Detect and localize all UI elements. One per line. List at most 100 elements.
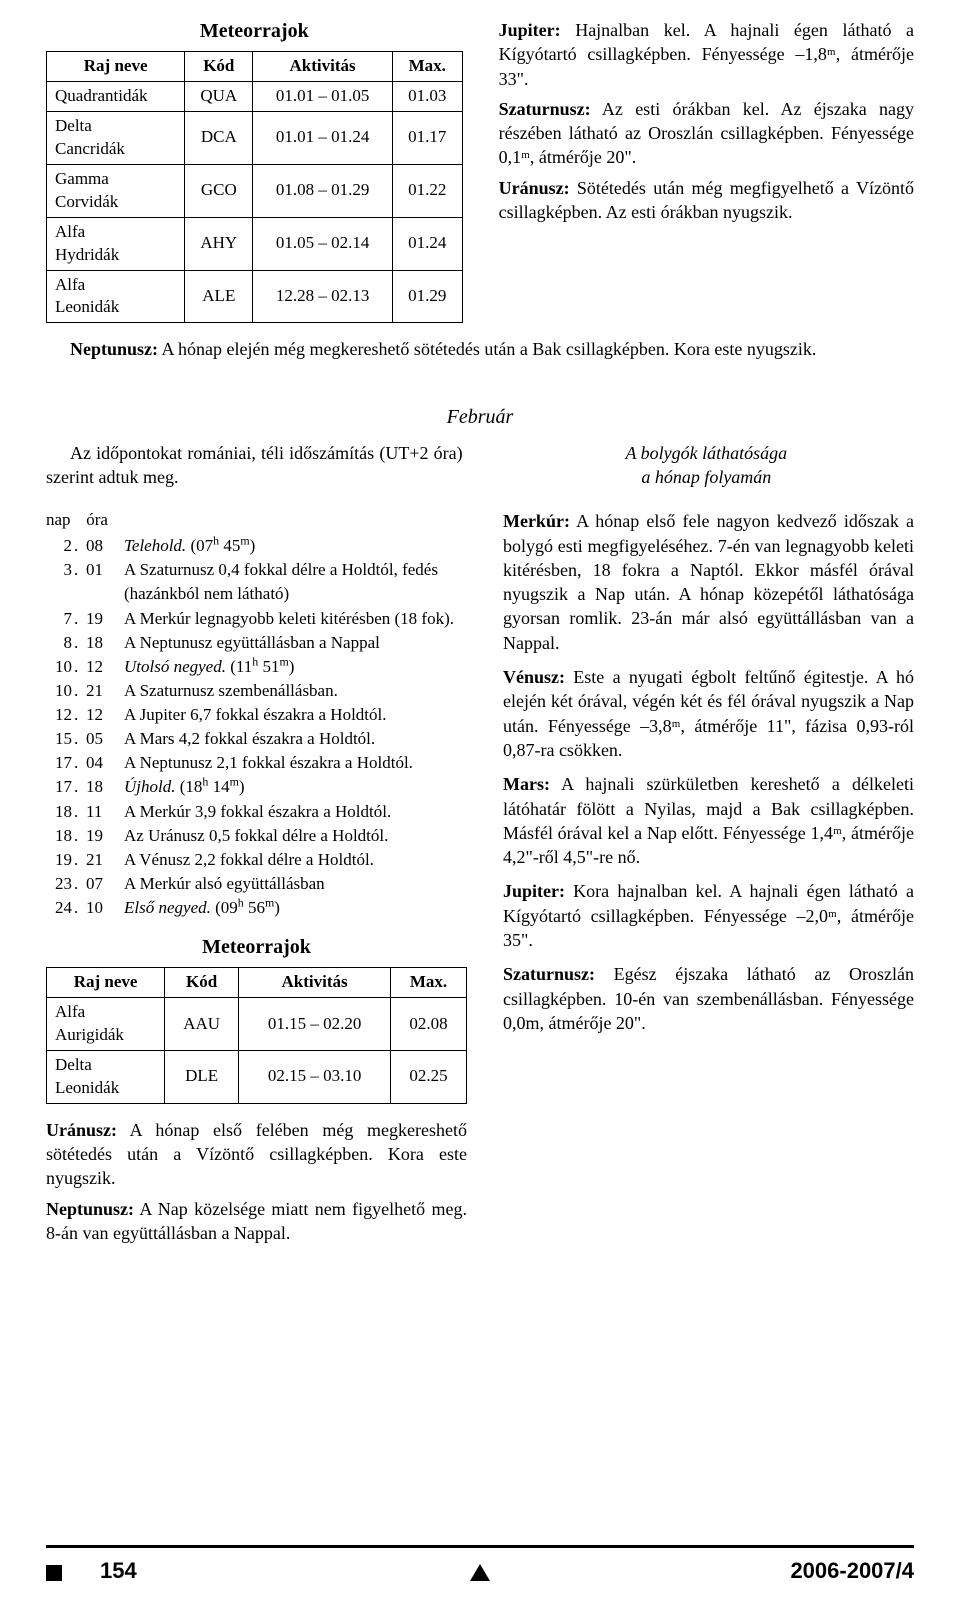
event-dot: .	[74, 558, 86, 582]
uranus-bot-label: Uránusz:	[46, 1120, 117, 1140]
cell-name: AlfaAurigidák	[47, 998, 165, 1051]
event-text: A Merkúr 3,9 fokkal északra a Holdtól.	[124, 800, 467, 824]
planets-top-column: Jupiter: Hajnalban kel. A hajnali égen l…	[499, 18, 914, 323]
cell-name: DeltaCancridák	[47, 111, 185, 164]
event-row: 10.21A Szaturnusz szembenállásban.	[46, 679, 467, 703]
jupiter-paragraph: Jupiter: Hajnalban kel. A hajnali égen l…	[499, 18, 914, 91]
col-aktivitas: Aktivitás	[239, 968, 391, 998]
mars-label: Mars:	[503, 774, 550, 794]
meteor-table-1: Raj neve Kód Aktivitás Max. Quadrantidák…	[46, 51, 463, 323]
event-day: 15	[46, 727, 74, 751]
feb-intro-right: A bolygók láthatósága a hónap folyamán	[499, 441, 914, 490]
event-row: 12.12A Jupiter 6,7 fokkal északra a Hold…	[46, 703, 467, 727]
cell-activity: 01.05 – 02.14	[253, 217, 393, 270]
table-header-row: Raj neve Kód Aktivitás Max.	[47, 52, 463, 82]
event-text: A Merkúr alsó együttállásban	[124, 872, 467, 896]
event-day: 18	[46, 824, 74, 848]
event-row: 17.04A Neptunusz 2,1 fokkal északra a Ho…	[46, 751, 467, 775]
event-row: 10.12Utolsó negyed. (11h 51m)	[46, 655, 467, 679]
table-row: AlfaAurigidák AAU 01.15 – 02.20 02.08	[47, 998, 467, 1051]
saturn-right-label: Szaturnusz:	[503, 964, 595, 984]
event-text: A Szaturnusz szembenállásban.	[124, 679, 467, 703]
table-header-row: Raj neve Kód Aktivitás Max.	[47, 968, 467, 998]
event-dot: .	[74, 751, 86, 775]
event-row: 17.18Újhold. (18h 14m)	[46, 775, 467, 799]
event-hour: 18	[86, 775, 124, 799]
event-hour: 10	[86, 896, 124, 920]
venus-label: Vénusz:	[503, 667, 565, 687]
col-rajneve: Raj neve	[47, 968, 165, 998]
event-dot: .	[74, 631, 86, 655]
event-row: 15.05A Mars 4,2 fokkal északra a Holdtól…	[46, 727, 467, 751]
page-number: 154	[100, 1558, 137, 1583]
event-dot: .	[74, 534, 86, 558]
triangle-icon	[470, 1564, 490, 1581]
mars-text: A hajnali szürkületben kereshető a délke…	[503, 774, 914, 867]
neptune-top-paragraph: Neptunusz: A hónap elején még megkereshe…	[46, 337, 914, 361]
event-day: 10	[46, 655, 74, 679]
event-dot: .	[74, 848, 86, 872]
saturn-label: Szaturnusz:	[499, 99, 591, 119]
event-day: 7	[46, 607, 74, 631]
cell-code: DLE	[165, 1051, 239, 1104]
event-text: A Neptunusz 2,1 fokkal északra a Holdtól…	[124, 751, 467, 775]
event-dot: .	[74, 655, 86, 679]
cell-max: 01.24	[392, 217, 462, 270]
mercury-text: A hónap első fele nagyon kedvező időszak…	[503, 511, 914, 652]
event-text: A Jupiter 6,7 fokkal északra a Holdtól.	[124, 703, 467, 727]
event-text: A Merkúr legnagyobb keleti kitérésben (1…	[124, 607, 467, 631]
event-dot: .	[74, 679, 86, 703]
table-row: DeltaLeonidák DLE 02.15 – 03.10 02.25	[47, 1051, 467, 1104]
event-dot: .	[74, 607, 86, 631]
event-day: 24	[46, 896, 74, 920]
event-day: 18	[46, 800, 74, 824]
cell-activity: 02.15 – 03.10	[239, 1051, 391, 1104]
event-text: Telehold. (07h 45m)	[124, 534, 467, 558]
neptune-top-label: Neptunusz:	[70, 339, 158, 359]
event-row: 23.07A Merkúr alsó együttállásban	[46, 872, 467, 896]
event-row: 18.19Az Uránusz 0,5 fokkal délre a Holdt…	[46, 824, 467, 848]
event-text: Utolsó negyed. (11h 51m)	[124, 655, 467, 679]
cell-code: AHY	[185, 217, 253, 270]
events-list: 2.08Telehold. (07h 45m)3.01A Szaturnusz …	[46, 534, 467, 920]
cell-code: AAU	[165, 998, 239, 1051]
footer-right: 2006-2007/4	[790, 1556, 914, 1586]
cell-code: QUA	[185, 81, 253, 111]
cell-code: DCA	[185, 111, 253, 164]
cell-max: 02.08	[391, 998, 467, 1051]
event-day: 23	[46, 872, 74, 896]
table-row: Quadrantidák QUA 01.01 – 01.05 01.03	[47, 81, 463, 111]
col-aktivitas: Aktivitás	[253, 52, 393, 82]
meteor2-title: Meteorrajok	[46, 934, 467, 961]
cell-name: AlfaLeonidák	[47, 270, 185, 323]
cell-name: Quadrantidák	[47, 81, 185, 111]
table-row: AlfaHydridák AHY 01.05 – 02.14 01.24	[47, 217, 463, 270]
event-hour: 04	[86, 751, 124, 775]
events-header-ora: óra	[86, 509, 130, 532]
event-text: A Neptunusz együttállásban a Nappal	[124, 631, 467, 655]
event-dot: .	[74, 703, 86, 727]
neptune-top-text: A hónap elején még megkereshető sötétedé…	[158, 339, 816, 359]
neptune-bot-label: Neptunusz:	[46, 1199, 134, 1219]
event-day: 12	[46, 703, 74, 727]
event-day: 8	[46, 631, 74, 655]
feb-right-line2: a hónap folyamán	[499, 465, 914, 489]
event-day: 17	[46, 751, 74, 775]
table-row: DeltaCancridák DCA 01.01 – 01.24 01.17	[47, 111, 463, 164]
event-row: 3.01A Szaturnusz 0,4 fokkal délre a Hold…	[46, 558, 467, 606]
cell-max: 01.22	[392, 164, 462, 217]
venus-paragraph: Vénusz: Este a nyugati égbolt feltűnő ég…	[503, 665, 914, 762]
meteor-table-2: Raj neve Kód Aktivitás Max. AlfaAurigidá…	[46, 967, 467, 1104]
events-header-nap: nap	[46, 509, 82, 532]
table-row: AlfaLeonidák ALE 12.28 – 02.13 01.29	[47, 270, 463, 323]
event-row: 19.21A Vénusz 2,2 fokkal délre a Holdtól…	[46, 848, 467, 872]
uranus-paragraph: Uránusz: Sötétedés után még megfigyelhet…	[499, 176, 914, 225]
events-header: nap óra	[46, 509, 467, 532]
mercury-paragraph: Merkúr: A hónap első fele nagyon kedvező…	[503, 509, 914, 655]
cell-max: 01.29	[392, 270, 462, 323]
cell-activity: 12.28 – 02.13	[253, 270, 393, 323]
event-text: A Szaturnusz 0,4 fokkal délre a Holdtól,…	[124, 558, 467, 606]
event-hour: 19	[86, 824, 124, 848]
event-text: A Vénusz 2,2 fokkal délre a Holdtól.	[124, 848, 467, 872]
square-icon	[46, 1565, 62, 1581]
